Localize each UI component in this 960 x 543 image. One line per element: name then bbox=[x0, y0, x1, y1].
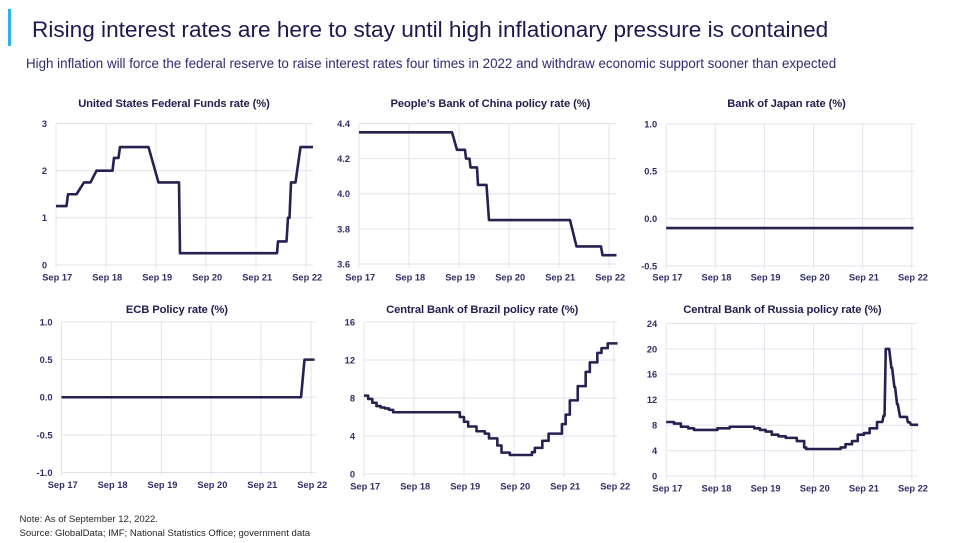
svg-text:4.2: 4.2 bbox=[337, 154, 350, 164]
svg-text:Sep 20: Sep 20 bbox=[197, 480, 227, 490]
svg-text:Sep 20: Sep 20 bbox=[495, 272, 525, 282]
svg-text:Sep 21: Sep 21 bbox=[545, 272, 575, 282]
svg-text:4: 4 bbox=[350, 431, 356, 441]
svg-text:Sep 18: Sep 18 bbox=[395, 272, 425, 282]
svg-text:Central Bank of Brazil policy: Central Bank of Brazil policy rate (%) bbox=[386, 304, 578, 316]
svg-text:Bank of Japan rate (%): Bank of Japan rate (%) bbox=[727, 98, 846, 110]
svg-text:0: 0 bbox=[350, 469, 355, 479]
svg-text:0.0: 0.0 bbox=[644, 214, 657, 224]
svg-text:Sep 22: Sep 22 bbox=[898, 483, 928, 493]
svg-text:Sep 19: Sep 19 bbox=[751, 272, 781, 282]
svg-text:4.0: 4.0 bbox=[337, 189, 350, 199]
svg-text:-0.5: -0.5 bbox=[641, 261, 657, 271]
svg-text:8: 8 bbox=[350, 393, 355, 403]
svg-text:Sep 17: Sep 17 bbox=[345, 272, 375, 282]
svg-text:Sep 18: Sep 18 bbox=[400, 481, 430, 491]
svg-text:1: 1 bbox=[42, 213, 47, 223]
svg-text:Sep 21: Sep 21 bbox=[550, 481, 580, 491]
svg-text:Sep 17: Sep 17 bbox=[350, 481, 380, 491]
svg-text:1.0: 1.0 bbox=[40, 317, 53, 327]
svg-text:ECB Policy rate (%): ECB Policy rate (%) bbox=[126, 304, 228, 316]
svg-text:Sep 21: Sep 21 bbox=[247, 480, 277, 490]
svg-text:Sep 19: Sep 19 bbox=[142, 272, 172, 282]
svg-text:0.0: 0.0 bbox=[40, 393, 53, 403]
svg-text:Sep 19: Sep 19 bbox=[450, 481, 480, 491]
svg-text:Sep 18: Sep 18 bbox=[702, 483, 732, 493]
svg-text:0.5: 0.5 bbox=[40, 355, 53, 365]
svg-text:3.8: 3.8 bbox=[337, 224, 350, 234]
svg-text:Sep 20: Sep 20 bbox=[500, 481, 530, 491]
svg-text:0: 0 bbox=[42, 260, 47, 270]
svg-text:Central Bank of Russia policy: Central Bank of Russia policy rate (%) bbox=[683, 304, 882, 316]
svg-text:8: 8 bbox=[652, 421, 657, 431]
svg-text:Sep 18: Sep 18 bbox=[702, 272, 732, 282]
svg-text:-1.0: -1.0 bbox=[36, 468, 52, 478]
svg-text:Sep 20: Sep 20 bbox=[192, 272, 222, 282]
svg-text:20: 20 bbox=[647, 344, 657, 354]
svg-text:Sep 19: Sep 19 bbox=[445, 272, 475, 282]
svg-text:16: 16 bbox=[345, 317, 355, 327]
svg-text:Sep 19: Sep 19 bbox=[751, 483, 781, 493]
svg-text:Sep 22: Sep 22 bbox=[595, 272, 625, 282]
svg-text:0.5: 0.5 bbox=[644, 167, 657, 177]
svg-text:24: 24 bbox=[647, 319, 658, 329]
svg-text:16: 16 bbox=[647, 370, 657, 380]
svg-text:Sep 21: Sep 21 bbox=[242, 272, 272, 282]
svg-text:4.4: 4.4 bbox=[337, 119, 351, 129]
svg-text:Sep 21: Sep 21 bbox=[849, 483, 879, 493]
svg-text:Sep 22: Sep 22 bbox=[898, 272, 928, 282]
svg-text:12: 12 bbox=[345, 355, 355, 365]
svg-text:1.0: 1.0 bbox=[644, 119, 657, 129]
svg-text:2: 2 bbox=[42, 166, 47, 176]
svg-text:0: 0 bbox=[652, 471, 657, 481]
svg-text:Sep 19: Sep 19 bbox=[148, 480, 178, 490]
svg-text:Sep 17: Sep 17 bbox=[48, 480, 78, 490]
svg-text:United States Federal Funds ra: United States Federal Funds rate (%) bbox=[78, 98, 270, 110]
svg-text:Sep 17: Sep 17 bbox=[42, 272, 72, 282]
svg-text:Sep 22: Sep 22 bbox=[292, 272, 322, 282]
svg-text:3: 3 bbox=[42, 119, 47, 129]
svg-text:Sep 17: Sep 17 bbox=[652, 272, 682, 282]
svg-text:Sep 17: Sep 17 bbox=[652, 483, 682, 493]
svg-text:Sep 18: Sep 18 bbox=[98, 480, 128, 490]
svg-text:-0.5: -0.5 bbox=[36, 430, 52, 440]
svg-text:Sep 20: Sep 20 bbox=[800, 483, 830, 493]
svg-text:Sep 20: Sep 20 bbox=[800, 272, 830, 282]
svg-text:4: 4 bbox=[652, 446, 658, 456]
svg-text:Sep 22: Sep 22 bbox=[600, 481, 630, 491]
svg-text:Sep 18: Sep 18 bbox=[92, 272, 122, 282]
svg-text:Sep 22: Sep 22 bbox=[297, 480, 327, 490]
svg-text:People’s Bank of China policy: People’s Bank of China policy rate (%) bbox=[391, 98, 591, 110]
svg-text:Sep 21: Sep 21 bbox=[849, 272, 879, 282]
svg-text:3.6: 3.6 bbox=[337, 259, 350, 269]
svg-text:12: 12 bbox=[647, 395, 657, 405]
